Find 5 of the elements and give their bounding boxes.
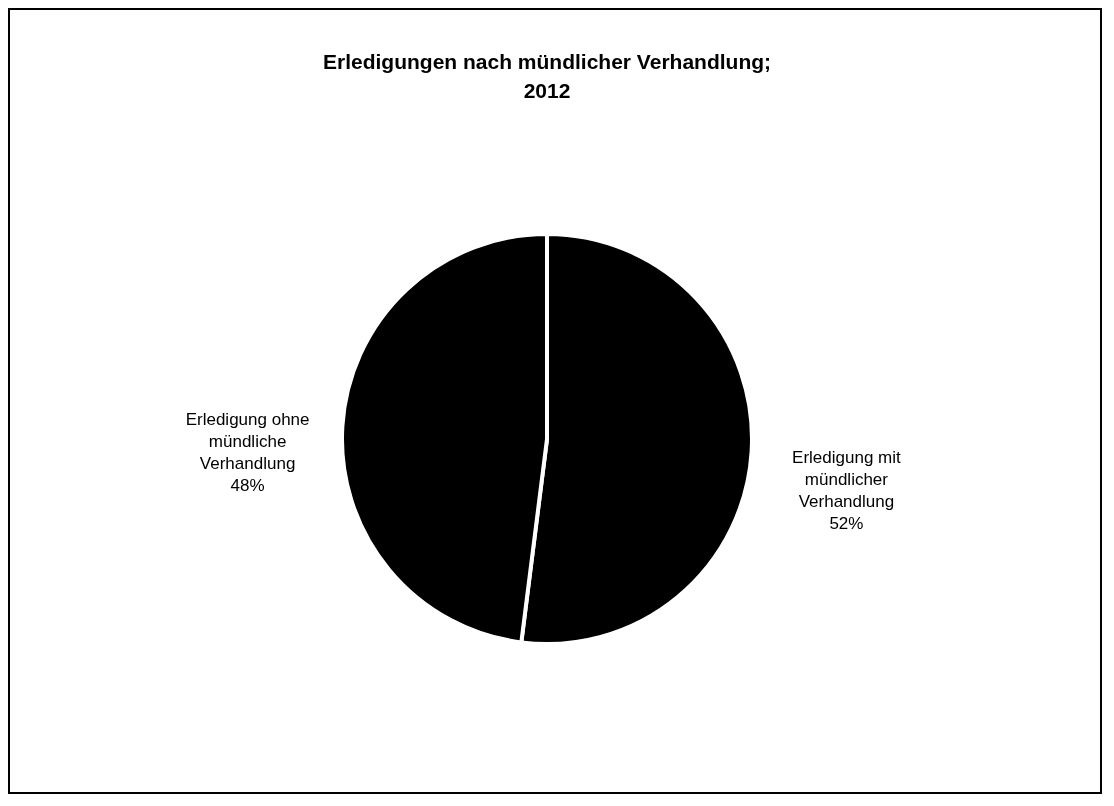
slice-label: Erledigung ohne mündliche Verhandlung bbox=[185, 410, 310, 474]
chart-title: Erledigungen nach mündlicher Verhandlung; 2012 bbox=[322, 50, 772, 102]
data-label: 52% bbox=[829, 513, 864, 533]
data-label: 48% bbox=[230, 476, 265, 496]
slice-label: Erledigung mit mündlicher Verhandlung bbox=[792, 447, 902, 511]
